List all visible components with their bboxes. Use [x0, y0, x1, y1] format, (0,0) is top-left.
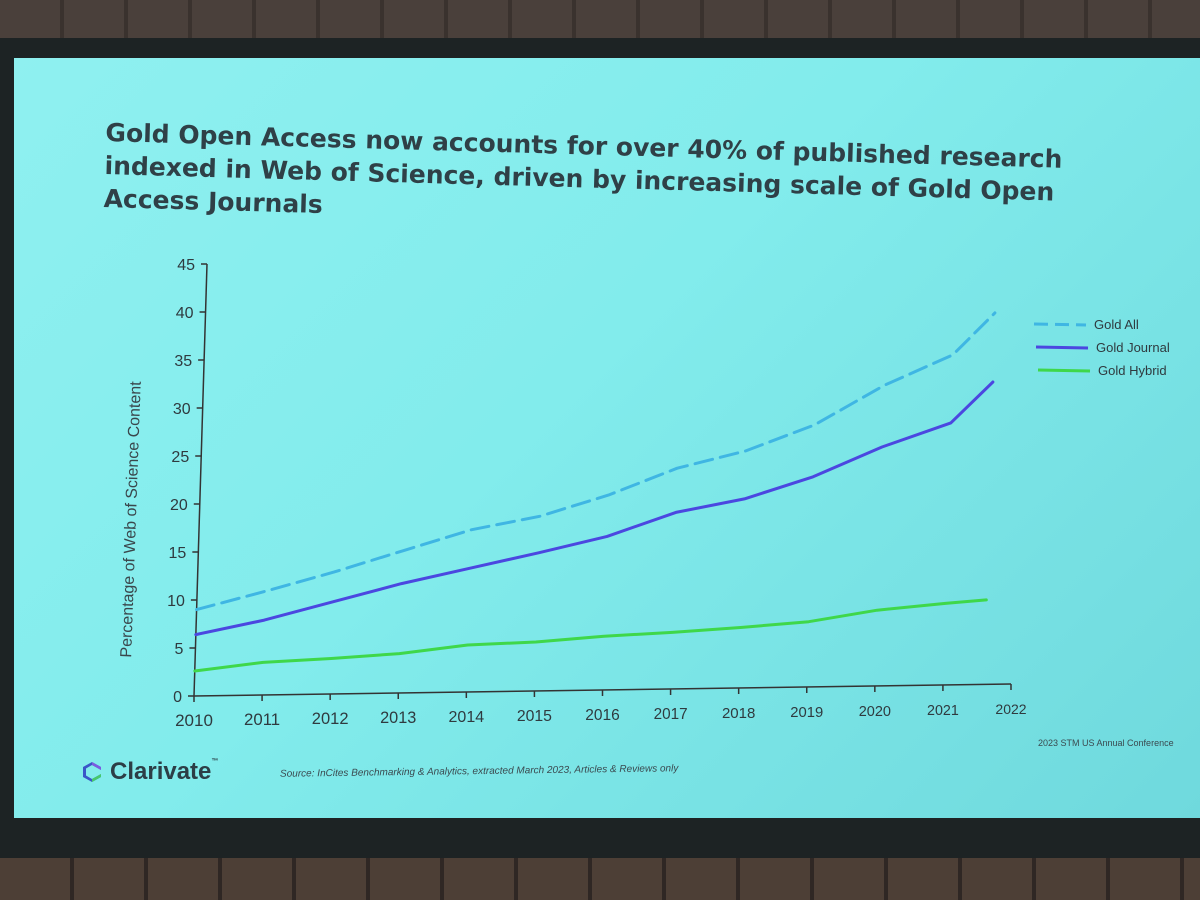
chart-legend: Gold All Gold Journal Gold Hybrid: [1033, 317, 1170, 378]
y-axis-label-group: Percentage of Web of Science Content: [118, 381, 145, 658]
x-tick-label: 2010: [175, 711, 213, 730]
legend-label: Gold Journal: [1096, 340, 1170, 355]
logo-text: Clarivate™: [110, 758, 219, 785]
chart-ticks: 0 5 10 15 20 25 30 35 40 45 2010 2011 2012 2013 2014 20…: [167, 257, 1027, 730]
y-axis-title: Percentage of Web of Science Content: [118, 381, 145, 658]
series-line-gold-hybrid: [193, 598, 988, 673]
y-tick-label: 25: [171, 449, 189, 466]
x-tick-label: 2021: [927, 703, 959, 719]
clarivate-logo: Clarivate™: [80, 758, 218, 786]
y-tick-label: 10: [167, 593, 185, 610]
y-tick-label: 20: [170, 497, 188, 514]
y-tick-label: 15: [169, 545, 187, 562]
x-tick-label: 2022: [995, 701, 1026, 717]
brick-wall-top: [0, 0, 1200, 40]
series-line-gold-journal: [194, 380, 995, 637]
x-tick-label: 2017: [654, 706, 688, 723]
y-tick-label: 45: [177, 257, 195, 274]
presentation-slide: Gold Open Access now accounts for over 4…: [14, 58, 1200, 818]
legend-label: Gold All: [1094, 317, 1139, 332]
legend-swatch: [1035, 345, 1089, 350]
x-tick-label: 2012: [312, 710, 349, 728]
y-tick-label: 0: [173, 689, 182, 706]
y-tick-label: 40: [176, 305, 194, 322]
x-tick-label: 2014: [449, 709, 485, 726]
series-line-gold-all: [195, 311, 997, 612]
legend-label: Gold Hybrid: [1098, 363, 1167, 378]
clarivate-logo-icon: [83, 762, 101, 782]
y-axis-line: [193, 263, 208, 697]
x-tick-label: 2015: [517, 708, 552, 725]
x-tick-label: 2013: [380, 709, 416, 727]
x-tick-label: 2016: [585, 707, 619, 724]
chart-series: [193, 311, 997, 673]
conference-note: 2023 STM US Annual Conference: [1038, 738, 1174, 748]
legend-swatch: [1037, 368, 1091, 373]
chart-axes: [193, 263, 1012, 697]
y-tick-label: 5: [175, 641, 184, 658]
x-tick-label: 2019: [790, 705, 823, 721]
x-tick-label: 2018: [722, 705, 755, 722]
legend-swatch: [1033, 322, 1087, 327]
x-tick-label: 2011: [244, 710, 280, 729]
y-tick-label: 35: [174, 353, 192, 370]
line-chart: Percentage of Web of Science Content 0 5 1…: [118, 257, 1170, 730]
x-tick-label: 2020: [859, 704, 891, 720]
trademark-mark: ™: [211, 758, 219, 765]
y-tick-label: 30: [173, 401, 191, 418]
